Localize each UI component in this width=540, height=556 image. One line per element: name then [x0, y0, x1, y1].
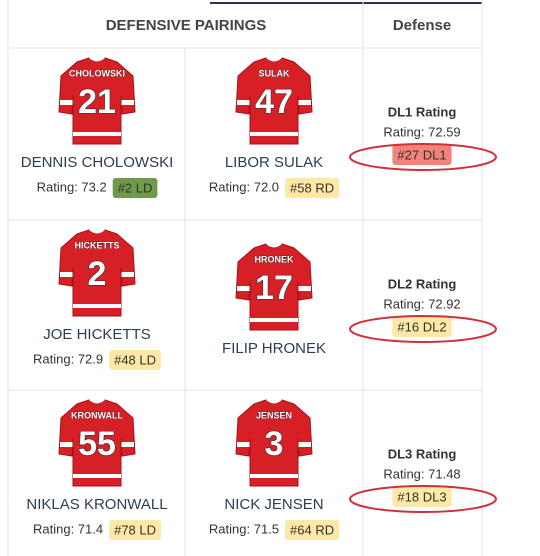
jersey-stripe: [237, 442, 250, 447]
jersey: HRONEK 17: [235, 243, 313, 331]
jersey-number: 3: [265, 425, 284, 463]
badge: #18 DL3: [392, 487, 452, 507]
jersey-stripe: [73, 132, 121, 136]
jersey-stripe: [73, 474, 121, 478]
jersey-stripe: [298, 442, 311, 447]
badge-text: #64 RD: [290, 522, 334, 537]
jersey-number: 2: [88, 255, 107, 293]
badge-bg: [285, 178, 340, 198]
badge-bg: [392, 145, 452, 165]
jersey-name: CHOLOWSKI: [69, 68, 125, 78]
annotation-circle: [349, 485, 497, 513]
jersey-name: SULAK: [259, 68, 290, 78]
header-pairings: DEFENSIVE PAIRINGS: [106, 17, 267, 34]
jersey-stripe: [298, 286, 311, 291]
badge: #48 LD: [109, 350, 162, 370]
jersey-name: KRONWALL: [71, 410, 123, 420]
player-rating: Rating: 72.0: [209, 179, 279, 194]
jersey-stripe: [60, 442, 73, 447]
jersey-number: 47: [255, 83, 293, 121]
badge: #2 LD: [112, 178, 158, 198]
jersey-collar: [266, 244, 282, 248]
badge-bg: [285, 520, 340, 540]
jersey-stripe: [250, 474, 298, 478]
jersey-stripe: [121, 100, 134, 105]
badge-bg: [392, 317, 452, 337]
jersey: SULAK 47: [235, 57, 313, 145]
player-rating: Rating: 72.9: [33, 351, 103, 366]
jersey: KRONWALL 55: [58, 399, 136, 487]
badge: #64 RD: [285, 520, 340, 540]
jersey-stripe: [121, 442, 134, 447]
badge-bg: [109, 520, 162, 540]
jersey-stripe: [60, 272, 73, 277]
line-rating: Rating: 72.92: [383, 296, 460, 311]
jersey-stripe: [298, 100, 311, 105]
annotation-circle: [349, 143, 497, 171]
player-name: FILIP HRONEK: [222, 340, 326, 357]
annotation-circle: [349, 315, 497, 343]
grid: [7, 0, 483, 556]
header-defense: Defense: [393, 17, 451, 34]
line-title: DL2 Rating: [388, 276, 457, 291]
jersey: HICKETTS 2: [58, 229, 136, 317]
badge-bg: [112, 178, 158, 198]
badge-text: #2 LD: [118, 180, 153, 195]
player-name: NICK JENSEN: [224, 496, 323, 513]
jersey-number: 55: [78, 425, 116, 463]
jersey-name: JENSEN: [256, 410, 292, 420]
jersey-collar: [89, 230, 105, 234]
badge-text: #27 DL1: [397, 147, 446, 162]
player-rating: Rating: 71.5: [209, 521, 279, 536]
badge-bg: [109, 350, 162, 370]
jersey-collar: [89, 400, 105, 404]
jersey-stripe: [121, 272, 134, 277]
player-rating: Rating: 73.2: [37, 179, 107, 194]
badge: #78 LD: [109, 520, 162, 540]
badge: #16 DL2: [392, 317, 452, 337]
badge-text: #18 DL3: [397, 489, 446, 504]
jersey-stripe: [237, 100, 250, 105]
jersey-collar: [266, 58, 282, 62]
line-rating: Rating: 72.59: [383, 124, 460, 139]
player-name: NIKLAS KRONWALL: [26, 496, 167, 513]
jersey-stripe: [73, 304, 121, 308]
line-rating: Rating: 71.48: [383, 466, 460, 481]
badge-text: #78 LD: [114, 522, 156, 537]
badge: #58 RD: [285, 178, 340, 198]
jersey-name: HRONEK: [254, 254, 294, 264]
badge-text: #16 DL2: [397, 319, 446, 334]
badge-text: #48 LD: [114, 352, 156, 367]
jersey-stripe: [250, 318, 298, 322]
jersey-number: 17: [255, 269, 293, 307]
jersey-collar: [266, 400, 282, 404]
player-name: LIBOR SULAK: [225, 154, 323, 171]
player-name: DENNIS CHOLOWSKI: [21, 154, 174, 171]
player-name: JOE HICKETTS: [43, 326, 151, 343]
badge: #27 DL1: [392, 145, 452, 165]
jersey-name: HICKETTS: [75, 240, 120, 250]
badge-text: #58 RD: [290, 180, 334, 195]
jersey-collar: [89, 58, 105, 62]
line-title: DL3 Rating: [388, 446, 457, 461]
jersey-stripe: [237, 286, 250, 291]
badge-bg: [392, 487, 452, 507]
jersey-stripe: [250, 132, 298, 136]
jersey-number: 21: [78, 83, 116, 121]
jersey-stripe: [60, 100, 73, 105]
line-title: DL1 Rating: [388, 104, 457, 119]
player-rating: Rating: 71.4: [33, 521, 103, 536]
jersey: CHOLOWSKI 21: [58, 57, 136, 145]
jersey: JENSEN 3: [235, 399, 313, 487]
